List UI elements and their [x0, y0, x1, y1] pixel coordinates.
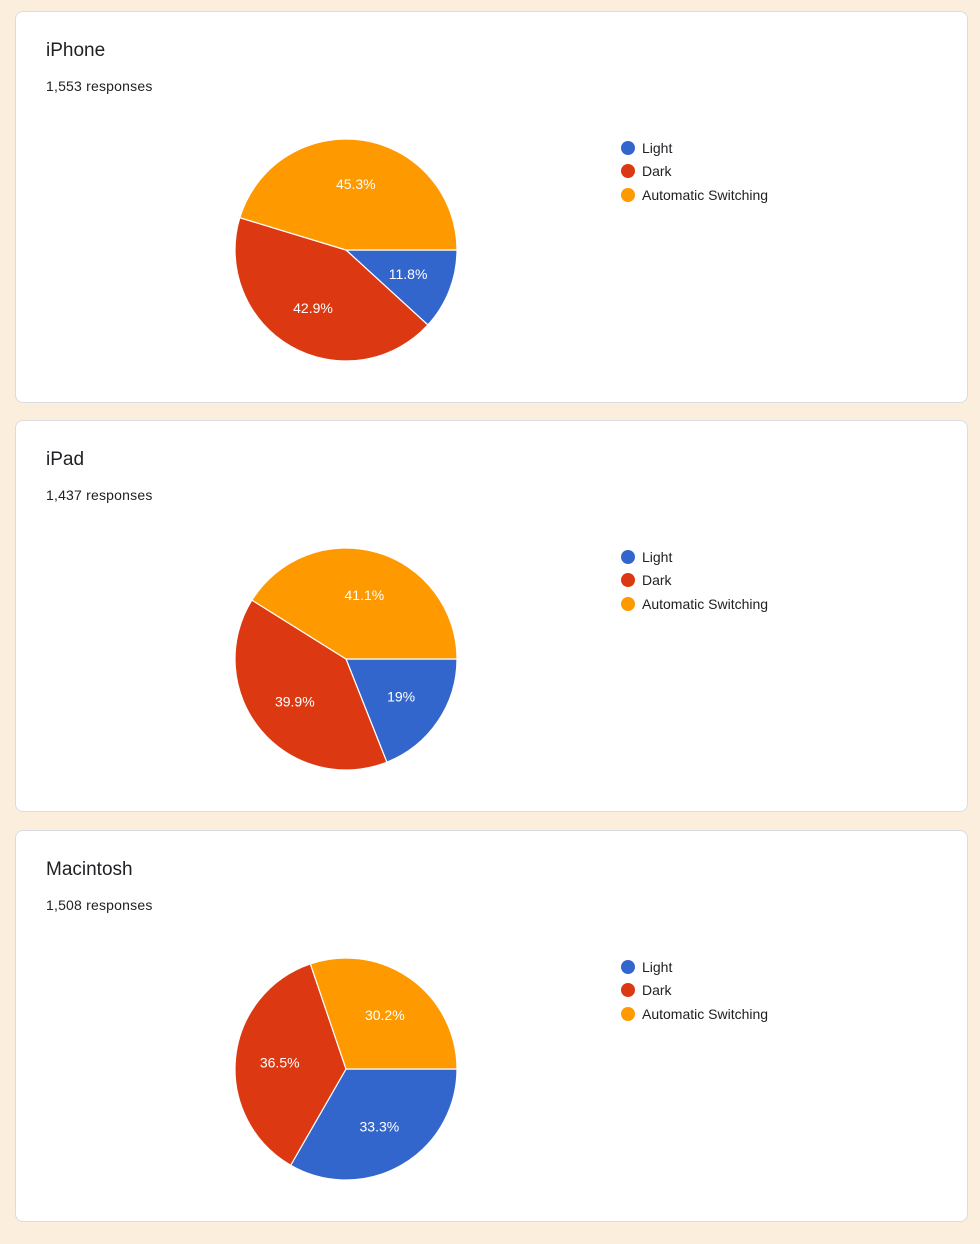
- legend-label: Dark: [642, 163, 672, 180]
- automatic-switching-swatch-icon: [621, 1006, 635, 1021]
- legend-item-dark[interactable]: Dark: [621, 160, 768, 184]
- response-count: 1,553 responses: [46, 78, 153, 94]
- pie-chart-macintosh[interactable]: 33.3% 36.5% 30.2%: [226, 949, 466, 1189]
- light-swatch-icon: [621, 549, 635, 564]
- slice-label-automatic-switching: 41.1%: [345, 587, 385, 603]
- slice-label-dark: 39.9%: [275, 694, 315, 710]
- automatic-switching-swatch-icon: [621, 187, 635, 202]
- light-swatch-icon: [621, 959, 635, 974]
- pie-slice-automatic-switching[interactable]: [309, 957, 458, 1070]
- slice-label-automatic-switching: 30.2%: [365, 1007, 405, 1023]
- legend-label: Light: [642, 548, 673, 565]
- chart-legend: Light Dark Automatic Switching: [621, 955, 768, 1026]
- legend-label: Automatic Switching: [642, 1005, 769, 1022]
- chart-card-iphone: iPhone 1,553 responses 11.8% 42.9% 45.3% L…: [15, 11, 968, 403]
- legend-label: Automatic Switching: [642, 595, 769, 612]
- chart-legend: Light Dark Automatic Switching: [621, 545, 768, 616]
- pie-slice-dark[interactable]: [234, 599, 388, 771]
- pie-slice-dark[interactable]: [234, 216, 429, 362]
- legend-label: Dark: [642, 982, 672, 999]
- chart-title: iPhone: [46, 40, 106, 61]
- slice-label-dark: 36.5%: [260, 1055, 300, 1071]
- response-count: 1,437 responses: [46, 487, 153, 503]
- legend-label: Dark: [642, 572, 672, 589]
- dark-swatch-icon: [621, 983, 635, 998]
- dark-swatch-icon: [621, 573, 635, 588]
- legend-label: Light: [642, 958, 673, 975]
- chart-card-macintosh: Macintosh 1,508 responses 33.3% 36.5% 30.2…: [15, 830, 968, 1222]
- slice-label-light: 33.3%: [360, 1119, 400, 1135]
- pie-slice-light[interactable]: [344, 249, 458, 326]
- legend-label: Automatic Switching: [642, 186, 769, 203]
- pie-slice-automatic-switching[interactable]: [239, 138, 458, 251]
- legend-label: Light: [642, 139, 673, 156]
- slice-label-light: 11.8%: [389, 266, 428, 282]
- legend-item-light[interactable]: Light: [621, 955, 768, 979]
- pie-slice-light[interactable]: [289, 1068, 458, 1181]
- slice-label-light: 19%: [387, 688, 415, 704]
- automatic-switching-swatch-icon: [621, 596, 635, 611]
- pie-chart-ipad[interactable]: 19% 39.9% 41.1%: [226, 539, 466, 779]
- slice-label-dark: 42.9%: [293, 300, 333, 316]
- chart-card-ipad: iPad 1,437 responses 19% 39.9% 41.1% Light…: [15, 420, 968, 812]
- pie-slice-dark[interactable]: [234, 963, 347, 1167]
- chart-title: Macintosh: [46, 859, 133, 880]
- legend-item-dark[interactable]: Dark: [621, 569, 768, 593]
- legend-item-automatic-switching[interactable]: Automatic Switching: [621, 1002, 768, 1026]
- light-swatch-icon: [621, 140, 635, 155]
- chart-title: iPad: [46, 449, 85, 470]
- legend-item-automatic-switching[interactable]: Automatic Switching: [621, 183, 768, 207]
- legend-item-light[interactable]: Light: [621, 545, 768, 569]
- response-count: 1,508 responses: [46, 897, 153, 913]
- chart-legend: Light Dark Automatic Switching: [621, 136, 768, 207]
- pie-chart-iphone[interactable]: 11.8% 42.9% 45.3%: [226, 130, 466, 370]
- legend-item-automatic-switching[interactable]: Automatic Switching: [621, 592, 768, 616]
- legend-item-light[interactable]: Light: [621, 136, 768, 160]
- dark-swatch-icon: [621, 164, 635, 179]
- pie-slice-light[interactable]: [345, 658, 458, 763]
- slice-label-automatic-switching: 45.3%: [336, 176, 376, 192]
- pie-slice-automatic-switching[interactable]: [251, 547, 458, 660]
- legend-item-dark[interactable]: Dark: [621, 979, 768, 1003]
